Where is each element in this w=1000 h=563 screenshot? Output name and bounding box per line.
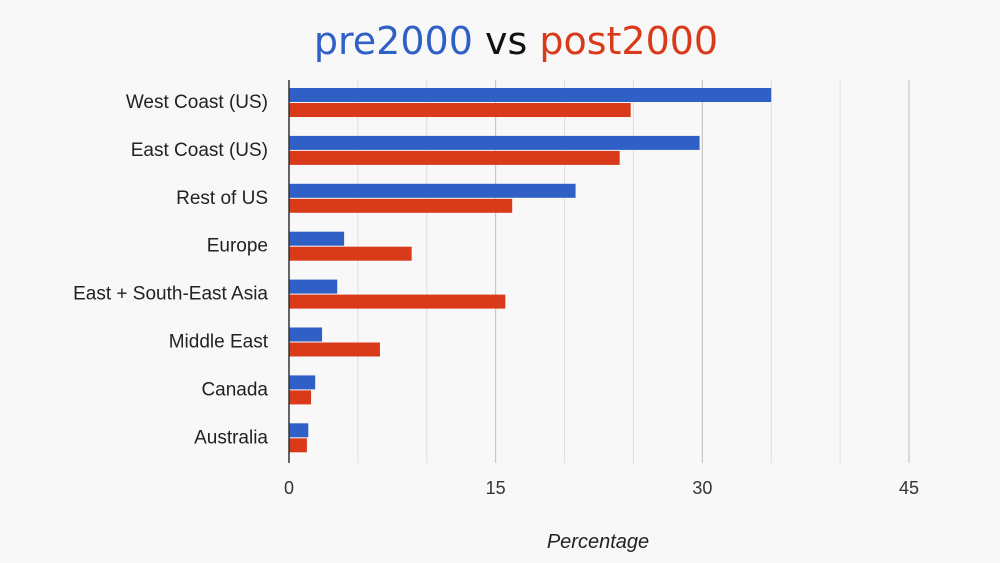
- x-tick-label: 15: [486, 478, 506, 498]
- category-label: West Coast (US): [126, 92, 268, 113]
- chart-title: pre2000 vs post2000: [314, 19, 718, 63]
- title-post2000: post2000: [539, 19, 718, 63]
- x-tick-label: 0: [284, 478, 294, 498]
- title-vs: vs: [473, 19, 539, 63]
- bar-pre2000: [289, 231, 345, 246]
- bar-post2000: [289, 198, 513, 213]
- category-label: Middle East: [169, 332, 269, 353]
- category-label: Europe: [207, 236, 268, 257]
- category-label: Canada: [201, 379, 268, 400]
- bar-pre2000: [289, 375, 316, 390]
- bar-post2000: [289, 390, 312, 405]
- bar-post2000: [289, 103, 631, 117]
- bar-post2000: [289, 342, 380, 357]
- x-tick-labels: 0 15 30 45: [284, 478, 919, 498]
- bar-pre2000: [289, 327, 323, 342]
- bar-pre2000: [289, 135, 700, 150]
- bars: [289, 88, 772, 453]
- bar-post2000: [289, 294, 506, 309]
- title-pre2000: pre2000: [314, 19, 473, 63]
- x-axis-label: Percentage: [547, 531, 649, 553]
- category-label: Australia: [194, 427, 268, 448]
- category-label: East + South-East Asia: [73, 284, 268, 305]
- x-tick-label: 30: [692, 478, 712, 498]
- bar-pre2000: [289, 423, 309, 438]
- category-labels: West Coast (US) East Coast (US) Rest of US…: [73, 92, 269, 448]
- x-tick-label: 45: [899, 478, 919, 498]
- bar-pre2000: [289, 279, 338, 294]
- bar-pre2000: [289, 183, 576, 198]
- bar-post2000: [289, 438, 307, 453]
- bar-post2000: [289, 246, 412, 261]
- category-label: Rest of US: [176, 188, 268, 209]
- bar-pre2000: [289, 88, 772, 102]
- category-label: East Coast (US): [131, 140, 268, 161]
- bar-post2000: [289, 150, 620, 165]
